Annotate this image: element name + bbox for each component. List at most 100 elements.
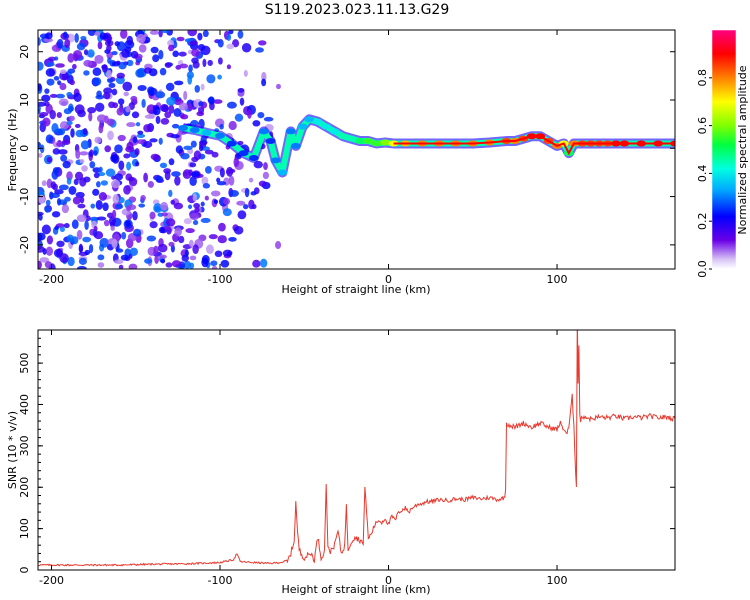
noise-blob [252,259,261,268]
noise-blob [187,30,198,37]
ridge-point [338,133,349,140]
noise-blob [52,167,60,174]
noise-blob [137,130,144,135]
noise-blob [165,82,175,92]
noise-blob [155,175,164,183]
noise-blob [62,160,71,169]
noise-blob [96,216,107,221]
noise-blob [167,39,175,47]
noise-blob [161,212,168,217]
noise-blob [168,158,175,166]
noise-blob [95,102,105,112]
noise-blob [212,99,223,104]
noise-blob [111,88,118,96]
noise-blob [53,75,60,81]
noise-blob [126,161,132,171]
noise-blob [49,93,58,98]
noise-blob [147,86,155,95]
noise-blob [258,180,267,187]
noise-blob [126,35,134,46]
noise-blob [95,94,105,100]
noise-blob [176,36,185,42]
noise-blob [46,62,55,67]
spectrogram-y-tick-label: -10 [18,188,31,206]
noise-blob [153,245,159,256]
noise-blob [38,213,43,221]
noise-blob [82,128,88,136]
noise-blob [92,67,102,77]
noise-blob [75,129,84,138]
spectrogram-x-tick-label: -200 [39,273,64,286]
noise-blob [130,50,139,59]
noise-blob [123,91,129,97]
noise-blob [157,243,168,253]
noise-blob [164,111,172,119]
noise-blob [114,173,124,181]
noise-blob [54,225,60,231]
noise-blob [250,191,257,196]
noise-blob [61,139,71,146]
noise-blob [103,92,111,100]
noise-blob [242,204,249,210]
noise-blob [126,122,136,128]
noise-blob [78,257,87,265]
noise-blob [55,93,65,99]
ridge-point [238,150,249,157]
noise-blob [174,227,182,237]
noise-blob [205,244,214,254]
colorbar-tick-label: 0.4 [696,165,709,183]
noise-blob [210,190,221,197]
noise-blob [67,256,75,267]
noise-blob [75,149,81,160]
noise-blob [93,172,100,179]
noise-blob [136,33,146,44]
noise-blob [79,177,87,187]
noise-blob [83,70,90,76]
noise-blob [160,118,170,125]
noise-blob [121,48,130,58]
noise-blob [73,178,79,186]
ridge-point [290,142,301,149]
noise-blob [41,94,51,102]
noise-blob [244,187,250,198]
noise-blob [70,128,75,138]
ridge-point [312,118,323,125]
noise-blob [213,199,219,204]
noise-blob [168,189,173,198]
noise-blob [66,234,74,242]
noise-blob [46,78,55,86]
noise-blob [71,219,79,230]
noise-blob [123,185,131,195]
noise-blob [66,92,73,97]
noise-blob [38,83,42,92]
noise-blob [183,218,192,225]
snr-x-tick-label: 0 [385,574,392,587]
noise-blob [45,134,54,144]
noise-blob [76,42,86,51]
noise-blob [200,83,205,91]
noise-blob [189,262,195,269]
snr-line [38,330,675,567]
noise-blob [81,165,88,172]
noise-blob [171,171,181,177]
noise-blob [237,30,244,39]
noise-blob [79,196,85,204]
noise-blob [115,203,124,210]
spectrogram-x-tick-label: 100 [547,273,568,286]
noise-blob [130,95,138,102]
noise-blob [59,82,67,91]
noise-blob [136,133,146,138]
noise-blob [173,202,184,210]
colorbar-frame [711,29,737,270]
noise-blob [128,176,135,182]
noise-blob [255,47,264,53]
noise-blob [103,219,110,227]
noise-blob [107,130,114,141]
noise-blob [150,46,159,54]
noise-blob [200,45,211,56]
noise-blob [87,106,97,114]
noise-blob [208,96,215,105]
noise-blob [183,145,193,151]
